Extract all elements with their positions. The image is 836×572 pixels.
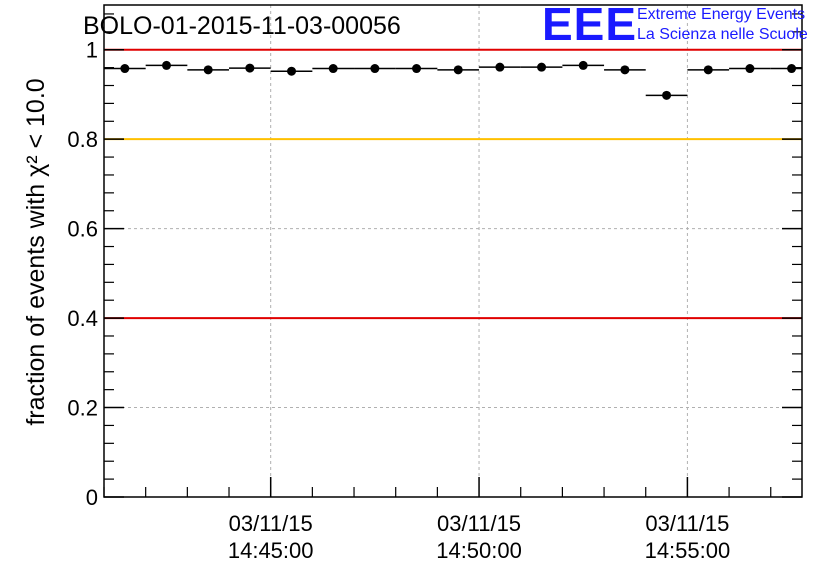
data-point bbox=[287, 66, 297, 76]
data-point bbox=[787, 64, 797, 74]
data-point bbox=[495, 62, 505, 72]
data-point bbox=[620, 65, 630, 75]
x-tick-label-time: 14:50:00 bbox=[436, 538, 522, 563]
y-tick-label: 0.2 bbox=[67, 396, 98, 421]
chart-title: BOLO-01-2015-11-03-00056 bbox=[83, 12, 401, 40]
reference-lines bbox=[104, 48, 802, 320]
logo-line-1: Extreme Energy Events bbox=[637, 6, 805, 23]
x-tick-label-date: 03/11/15 bbox=[229, 511, 313, 536]
grid bbox=[104, 5, 802, 497]
eee-logo: EEE Extreme Energy Events La Scienza nel… bbox=[542, 0, 808, 50]
data-point bbox=[245, 63, 255, 73]
plot-frame bbox=[103, 4, 803, 498]
data-point bbox=[328, 64, 338, 74]
y-tick-label: 0.6 bbox=[67, 217, 98, 242]
data-points bbox=[104, 60, 802, 100]
data-point bbox=[703, 65, 713, 75]
data-point bbox=[453, 65, 463, 75]
x-tick-label-date: 03/11/15 bbox=[437, 511, 521, 536]
logo-mark: EEE bbox=[542, 0, 637, 50]
data-point bbox=[662, 90, 672, 100]
data-point bbox=[203, 65, 213, 75]
data-point bbox=[578, 60, 588, 70]
y-tick-label: 0 bbox=[86, 485, 98, 510]
logo-line-2: La Scienza nelle Scuole bbox=[637, 26, 808, 43]
data-point bbox=[412, 64, 422, 74]
y-axis-label: fraction of events with χ² < 10.0 bbox=[22, 78, 50, 425]
axis-labels: 00.20.40.60.8103/11/1514:45:0003/11/1514… bbox=[67, 38, 730, 563]
data-point bbox=[370, 64, 380, 74]
data-point bbox=[745, 64, 755, 74]
y-tick-label: 0.8 bbox=[67, 127, 98, 152]
x-tick-label-time: 14:45:00 bbox=[228, 538, 314, 563]
x-tick-label-date: 03/11/15 bbox=[645, 511, 729, 536]
y-tick-label: 0.4 bbox=[67, 306, 98, 331]
data-point bbox=[120, 64, 130, 74]
axes bbox=[103, 13, 802, 498]
y-tick-label: 1 bbox=[86, 38, 98, 63]
x-tick-label-time: 14:55:00 bbox=[645, 538, 731, 563]
data-point bbox=[537, 62, 547, 72]
data-point bbox=[162, 60, 172, 70]
